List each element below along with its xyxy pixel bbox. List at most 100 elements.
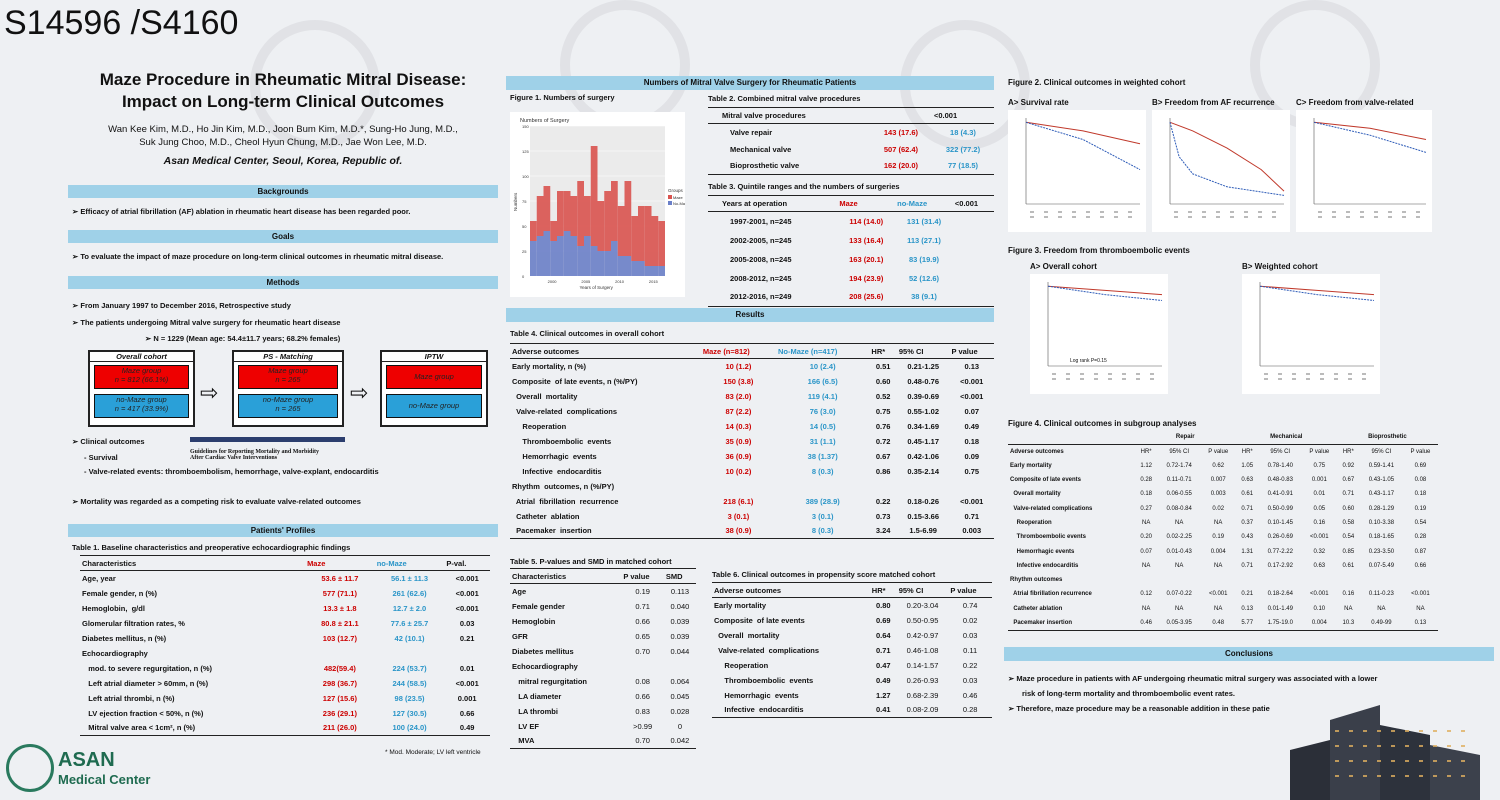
table-row: Early mortality, n (%) 10 (1.2) 10 (2.4) 0.… [510, 359, 994, 374]
conclusion-line1: ➢ Maze procedure in patients with AF und… [1008, 674, 1378, 683]
table-cell: 0.66 [635, 616, 650, 626]
title-line2: Impact on Long-term Clinical Outcomes [121, 92, 445, 111]
table-cell: 0.12 [1140, 591, 1152, 598]
table-cell: 0.20 [1140, 534, 1152, 541]
table-cell: Rhythm outcomes [1010, 577, 1063, 584]
legend-title: Groups [668, 188, 684, 193]
authors-line1: Wan Kee Kim, M.D., Ho Jin Kim, M.D., Joo… [108, 124, 458, 135]
table-cell: NA [1344, 605, 1353, 612]
table-cell: 0.61 [1342, 562, 1355, 569]
table-row: LA thrombi 0.83 0.028 [510, 704, 696, 719]
figure3-a-label: A> Overall cohort [1030, 262, 1097, 271]
x-tick-label: 2015 [649, 279, 659, 284]
table-cell: 0.75 [875, 406, 891, 416]
table-cell: Diabetes mellitus [512, 646, 574, 656]
table-cell: 0.064 [670, 676, 690, 686]
guideline-line2: After Cardiac Valve Interventions [190, 455, 278, 461]
table-cell: 38 (9.1) [895, 287, 953, 307]
col-header: Mitral valve procedures [708, 107, 870, 124]
table-cell: 0.042 [663, 733, 696, 749]
table-cell: 52 (12.6) [909, 273, 940, 283]
nomaze-group-box: no-Maze group n = 265 [238, 394, 338, 418]
table-cell: 0.54 [1414, 519, 1427, 526]
bar-nomaze [617, 256, 625, 276]
bar-maze [563, 191, 571, 231]
table-row: Diabetes mellitus, n (%) 103 (12.7) 42 (10… [80, 631, 490, 646]
figure3-title: Figure 3. Freedom from thromboembolic ev… [1008, 246, 1190, 255]
table-cell: 0.49 [444, 720, 490, 736]
col-header: Years at operation [708, 195, 838, 212]
col-header: P value [621, 568, 664, 584]
table-cell: 0.02 [1212, 505, 1225, 512]
table-row: GFR 0.65 0.039 [510, 629, 696, 644]
table-cell: 0.13 [964, 361, 980, 371]
table-cell: 0.71 [964, 511, 980, 521]
table-row: Echocardiography [80, 646, 490, 661]
bar-nomaze [651, 266, 659, 276]
maze-group-box: Maze group n = 812 (66.1%) [94, 365, 189, 389]
table-cell: 261 (62.6) [392, 588, 427, 598]
table-cell: 0.52 [875, 391, 891, 401]
table-cell: 100 (24.0) [374, 720, 445, 736]
window [1405, 775, 1409, 777]
table-cell: 0.22 [875, 496, 891, 506]
table-row: LA diameter 0.66 0.045 [510, 689, 696, 704]
table-row: Overall mortality 83 (2.0) 119 (4.1) 0.52 0.… [510, 389, 994, 404]
table-cell: Catheter ablation [1010, 605, 1063, 612]
table-row: Atrial fibrillation recurrence 0.12 0.07-0… [1008, 587, 1438, 601]
table-cell: 0.72 [875, 436, 891, 446]
bar-maze [577, 181, 584, 246]
bar-nomaze [597, 251, 605, 276]
table-cell: 0.54 [1342, 534, 1355, 541]
bar-nomaze [550, 241, 557, 276]
table-cell: Left atrial diameter > 60mm, n (%) [82, 678, 209, 688]
table-cell: 0.01-1.49 [1267, 605, 1293, 612]
table-cell: Left atrial thrombi, n (%) [82, 693, 175, 703]
table3: Years at operation Maze no-Maze <0.001 1997-… [708, 195, 994, 307]
table-cell: 0.92 [1342, 462, 1355, 469]
figure2-survival-plot [1008, 110, 1146, 232]
table-cell: 0.32 [1313, 548, 1326, 555]
maze-curve [1169, 121, 1285, 192]
table-cell: 0.49 [875, 675, 891, 685]
window [1335, 730, 1339, 732]
table-cell: Echocardiography [512, 661, 578, 671]
table-cell: 0.113 [670, 586, 690, 596]
table-row: Rhythm outcomes [1008, 573, 1438, 587]
y-tick-label: 50 [522, 224, 527, 229]
bar-maze [604, 191, 611, 251]
table4-title: Table 4. Clinical outcomes in overall co… [510, 329, 665, 338]
table-cell: 0.78-1.40 [1267, 462, 1293, 469]
table-cell: 103 (12.7) [322, 633, 357, 643]
table-row: Bioprosthetic valve 162 (20.0) 77 (18.5) [708, 157, 994, 175]
outcome-survival: - Survival [84, 453, 118, 462]
window [1363, 745, 1367, 747]
group-header: Bioprosthetic [1368, 433, 1407, 440]
table-cell: LV EF [512, 721, 539, 731]
table-row: Left atrial thrombi, n (%) 127 (15.6) 98 (… [80, 691, 490, 706]
table-cell: 95% CI [1258, 443, 1302, 459]
bar-maze [631, 216, 638, 261]
col-header: no-Maze [895, 195, 953, 212]
table-cell: LA thrombi [512, 706, 558, 716]
window [1447, 730, 1451, 732]
maze-curve [1313, 121, 1427, 140]
table-cell: 0.49-99 [1371, 619, 1392, 626]
table-cell: Valve-related complications [512, 406, 618, 416]
figure4-table: Repair Mechanical Bioprosthetic Adverse ou… [1008, 430, 1438, 631]
table-row: Early mortality 1.12 0.72-1.74 0.62 1.05 0.78… [1008, 459, 1438, 473]
table-cell: Overall mortality [1010, 491, 1061, 498]
table-cell: LV ejection fraction < 50%, n (%) [82, 708, 204, 718]
poster-code: S14596 /S4160 [4, 4, 239, 42]
table-cell: Valve-related complications [1010, 505, 1093, 512]
table-cell: 236 (29.1) [322, 708, 357, 718]
window [1461, 730, 1465, 732]
legend-label: No-Maze [673, 201, 685, 206]
table-cell: NA [1377, 605, 1386, 612]
table-row: Hemorrhagic events 0.07 0.01-0.43 0.004 1.31… [1008, 544, 1438, 558]
table-cell: 0.68-2.39 [906, 690, 939, 700]
table-cell: 0.55-1.02 [907, 406, 940, 416]
table-cell [444, 646, 490, 661]
table-cell: 0.62 [1212, 462, 1225, 469]
table-row: Catheter ablation NA NA NA 0.13 0.01-1.49 0.10… [1008, 602, 1438, 616]
